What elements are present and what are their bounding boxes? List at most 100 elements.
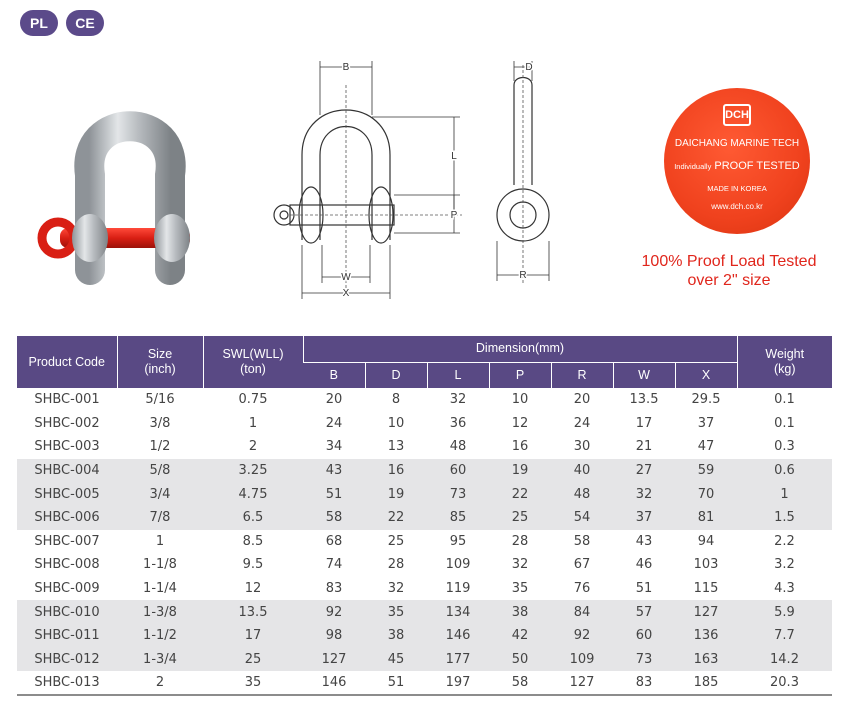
- cell-size: 1: [155, 533, 165, 549]
- cell-r: 84: [551, 600, 613, 624]
- proof-note-line-1: 100% Proof Load Tested: [641, 253, 817, 270]
- cell-size: 1-1/2: [117, 623, 203, 648]
- cell-l: 36: [449, 415, 467, 431]
- cell-w: 60: [613, 623, 675, 648]
- table-row: SHBC-004 5/8 3.25 43 16 60 19 40 27 59 0.6: [17, 458, 832, 483]
- cell-b: 68: [325, 533, 343, 549]
- cell-weight: 0.1: [774, 392, 795, 408]
- header-size: Size (inch): [116, 336, 203, 388]
- cell-size: 5/16: [145, 392, 175, 408]
- cell-l: 119: [445, 581, 471, 597]
- cell-product-code: SHBC-001: [34, 392, 100, 408]
- cell-b: 24: [325, 415, 343, 431]
- header-dim-l: L: [426, 361, 489, 388]
- tag-proof-line: Individually PROOF TESTED: [664, 160, 810, 172]
- cell-l: 73: [427, 482, 489, 506]
- cell-p: 16: [511, 439, 529, 455]
- cell-weight: 1: [737, 482, 832, 506]
- cell-swl: 35: [203, 671, 303, 696]
- cell-b: 20: [325, 392, 343, 408]
- cell-b: 51: [303, 482, 365, 506]
- cell-x: 94: [697, 533, 715, 549]
- cell-product-code: SHBC-007: [34, 533, 100, 549]
- cell-size: 1-1/8: [143, 557, 177, 573]
- cell-w: 13.5: [629, 392, 659, 408]
- cell-l: 95: [449, 533, 467, 549]
- cell-size: 2: [117, 671, 203, 696]
- cell-b: 58: [303, 505, 365, 530]
- cell-l: 146: [427, 623, 489, 648]
- proof-load-note: 100% Proof Load Tested over 2" size: [618, 252, 840, 290]
- cell-weight: 0.6: [737, 458, 832, 483]
- cell-p: 42: [489, 623, 551, 648]
- cell-p: 58: [489, 671, 551, 696]
- cell-p: 35: [511, 581, 529, 597]
- cell-l: 85: [427, 505, 489, 530]
- label-d: D: [525, 62, 532, 73]
- certification-badges: PL CE: [20, 10, 104, 36]
- cell-x: 70: [675, 482, 737, 506]
- cell-swl: 1: [248, 415, 258, 431]
- cell-b: 43: [303, 458, 365, 483]
- header-product-code: Product Code: [17, 336, 117, 388]
- cell-d: 25: [387, 533, 405, 549]
- tag-circle: [664, 88, 810, 234]
- header-swl-line-2: (ton): [240, 362, 266, 376]
- tag-made-in: MADE IN KOREA: [707, 184, 767, 193]
- header-dim-d: D: [364, 361, 427, 388]
- label-x: X: [343, 288, 350, 299]
- cell-d: 16: [365, 458, 427, 483]
- table-row: SHBC-009 1-1/4 12 83 32 119 35 76 51 115 4.3: [17, 577, 832, 601]
- cell-product-code: SHBC-009: [34, 581, 100, 597]
- cell-l: 109: [445, 557, 471, 573]
- pl-badge: PL: [20, 10, 58, 36]
- cell-swl: 2: [248, 439, 258, 455]
- cell-size: 1/2: [149, 439, 171, 455]
- cell-weight: 7.7: [737, 623, 832, 648]
- cell-b: 127: [303, 647, 365, 672]
- cell-w: 51: [635, 581, 653, 597]
- cell-size: 1-3/8: [117, 600, 203, 624]
- cell-swl: 9.5: [242, 557, 264, 573]
- cell-r: 58: [573, 533, 591, 549]
- cell-d: 51: [365, 671, 427, 696]
- cell-weight: 3.2: [774, 557, 795, 573]
- proof-note-line-2: over 2" size: [687, 272, 771, 289]
- cell-product-code: SHBC-002: [34, 415, 100, 431]
- table-row: SHBC-005 3/4 4.75 51 19 73 22 48 32 70 1: [17, 482, 832, 506]
- cell-x: 185: [675, 671, 737, 696]
- tag-proof-main: PROOF TESTED: [714, 160, 800, 172]
- cell-w: 73: [613, 647, 675, 672]
- cell-product-code: SHBC-012: [17, 647, 117, 672]
- technical-drawing: B L P W X D R: [273, 61, 550, 301]
- cell-r: 40: [551, 458, 613, 483]
- table-row: SHBC-012 1-3/4 25 127 45 177 50 109 73 163 14.2: [17, 647, 832, 672]
- cell-swl: 25: [203, 647, 303, 672]
- cell-product-code: SHBC-011: [17, 623, 117, 648]
- cell-b: 146: [303, 671, 365, 696]
- cell-size: 1-3/4: [117, 647, 203, 672]
- cell-w: 17: [635, 415, 653, 431]
- cell-p: 25: [489, 505, 551, 530]
- cell-l: 32: [449, 392, 467, 408]
- label-l: L: [451, 151, 457, 162]
- cell-product-code: SHBC-004: [17, 458, 117, 483]
- tag-website: www.dch.co.kr: [711, 202, 763, 211]
- spec-table-body: SHBC-001 5/16 0.75 20 8 32 10 20 13.5 29.5 0.1 SHBC…: [17, 388, 832, 696]
- cell-weight: 5.9: [737, 600, 832, 624]
- cell-x: 47: [697, 439, 715, 455]
- table-row: SHBC-002 3/8 1 24 10 36 12 24 17 37 0.1: [17, 412, 832, 436]
- cell-r: 20: [573, 392, 591, 408]
- cell-x: 59: [675, 458, 737, 483]
- cell-b: 98: [303, 623, 365, 648]
- cell-swl: 6.5: [203, 505, 303, 530]
- cell-p: 32: [511, 557, 529, 573]
- cell-size: 5/8: [117, 458, 203, 483]
- cell-r: 24: [573, 415, 591, 431]
- cell-p: 38: [489, 600, 551, 624]
- cell-swl: 4.75: [203, 482, 303, 506]
- cell-size: 3/8: [149, 415, 171, 431]
- cell-swl: 12: [244, 581, 262, 597]
- cell-product-code: SHBC-010: [17, 600, 117, 624]
- table-row: SHBC-008 1-1/8 9.5 74 28 109 32 67 46 103 3.2: [17, 553, 832, 577]
